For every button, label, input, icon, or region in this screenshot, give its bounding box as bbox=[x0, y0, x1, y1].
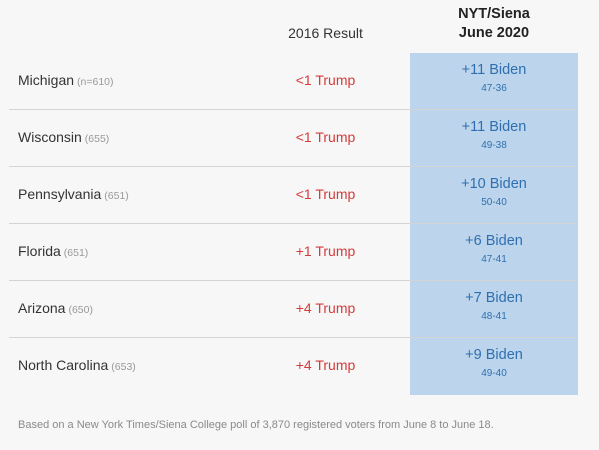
state-name: Arizona (650) bbox=[18, 300, 93, 316]
poll-score: 48-41 bbox=[481, 311, 507, 322]
poll-column-header: NYT/Siena June 2020 bbox=[410, 5, 578, 43]
row-divider bbox=[9, 280, 578, 281]
poll-margin: +10 Biden bbox=[461, 176, 527, 192]
result-2016: <1 Trump bbox=[295, 129, 356, 145]
sample-size: (655) bbox=[84, 133, 110, 145]
result-2016: +4 Trump bbox=[295, 300, 356, 316]
poll-margin: +11 Biden bbox=[461, 62, 527, 78]
source-footnote: Based on a New York Times/Siena College … bbox=[18, 419, 494, 431]
state-name: Wisconsin (655) bbox=[18, 129, 110, 145]
state-name: Pennsylvania (651) bbox=[18, 186, 129, 202]
poll-margin: +11 Biden bbox=[461, 119, 527, 135]
poll-score: 50-40 bbox=[481, 197, 507, 208]
sample-size: (651) bbox=[104, 190, 129, 202]
state-name: Florida (651) bbox=[18, 243, 89, 259]
result-2016: <1 Trump bbox=[295, 186, 356, 202]
table-row-arizona: Arizona (650) +4 Trump +7 Biden 48-41 bbox=[0, 281, 578, 338]
table-row-wisconsin: Wisconsin (655) <1 Trump +11 Biden 49-38 bbox=[0, 110, 578, 167]
result-2016: +4 Trump bbox=[295, 357, 356, 373]
result-2016: +1 Trump bbox=[295, 243, 356, 259]
row-divider bbox=[9, 166, 578, 167]
sample-size: (n=610) bbox=[77, 76, 114, 88]
row-divider bbox=[9, 109, 578, 110]
poll-margin: +9 Biden bbox=[465, 347, 523, 363]
state-name: North Carolina (653) bbox=[18, 357, 136, 373]
table-row-north-carolina: North Carolina (653) +4 Trump +9 Biden 49… bbox=[0, 338, 578, 395]
state-name: Michigan (n=610) bbox=[18, 72, 114, 88]
poll-score: 49-40 bbox=[481, 368, 507, 379]
poll-header-line2: June 2020 bbox=[458, 25, 530, 41]
table-row-michigan: Michigan (n=610) <1 Trump +11 Biden 47-36 bbox=[0, 53, 578, 110]
results-table: Michigan (n=610) <1 Trump +11 Biden 47-36… bbox=[0, 53, 599, 395]
table-row-florida: Florida (651) +1 Trump +6 Biden 47-41 bbox=[0, 224, 578, 281]
poll-score: 47-36 bbox=[481, 83, 507, 94]
result-column-header: 2016 Result bbox=[288, 25, 363, 41]
sample-size: (650) bbox=[68, 304, 93, 316]
sample-size: (651) bbox=[63, 247, 89, 259]
poll-header-line1: NYT/Siena bbox=[458, 6, 530, 22]
sample-size: (653) bbox=[111, 361, 136, 373]
poll-margin: +7 Biden bbox=[465, 290, 523, 306]
poll-score: 49-38 bbox=[481, 140, 507, 151]
row-divider bbox=[9, 223, 578, 224]
result-2016: <1 Trump bbox=[295, 72, 356, 88]
table-row-pennsylvania: Pennsylvania (651) <1 Trump +10 Biden 50-… bbox=[0, 167, 578, 224]
poll-score: 47-41 bbox=[481, 254, 507, 265]
row-divider bbox=[9, 337, 578, 338]
poll-column-highlight bbox=[410, 53, 578, 395]
poll-margin: +6 Biden bbox=[465, 233, 523, 249]
